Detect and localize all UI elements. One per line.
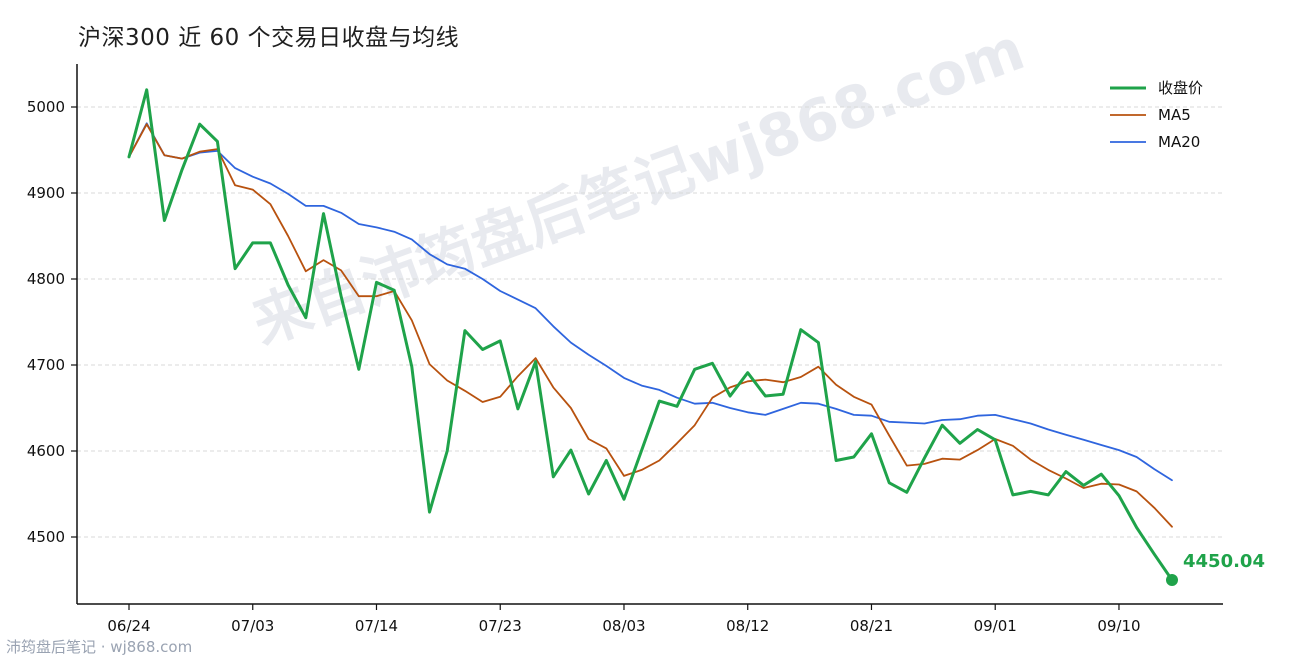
- x-tick-label: 07/03: [231, 617, 274, 635]
- x-tick-label: 07/23: [479, 617, 522, 635]
- legend-label: MA5: [1158, 106, 1191, 124]
- y-tick-label: 4600: [27, 442, 65, 460]
- legend-label: 收盘价: [1158, 79, 1203, 97]
- ma20-line: [128, 122, 1173, 482]
- last-close-marker: [1166, 573, 1178, 586]
- x-tick-label: 08/03: [602, 617, 645, 635]
- x-tick-label: 08/12: [726, 617, 769, 635]
- x-tick-label: 06/24: [107, 617, 150, 635]
- y-tick-label: 5000: [27, 98, 65, 116]
- x-tick-label: 09/01: [974, 617, 1017, 635]
- legend-label: MA20: [1158, 133, 1200, 151]
- chart-title: 沪深300 近 60 个交易日收盘与均线: [78, 25, 460, 51]
- footer-source: 沛筠盘后笔记 · wj868.com: [6, 638, 193, 656]
- x-tick-label: 07/14: [355, 617, 398, 635]
- x-tick-label: 09/10: [1097, 617, 1140, 635]
- ma5-line: [128, 123, 1173, 528]
- y-tick-label: 4800: [27, 270, 65, 288]
- x-tick-label: 08/21: [850, 617, 893, 635]
- y-tick-label: 4900: [27, 184, 65, 202]
- y-tick-label: 4700: [27, 356, 65, 374]
- y-tick-label: 4500: [27, 528, 65, 546]
- last-close-label: 4450.04: [1183, 551, 1265, 572]
- close-price-line: [127, 88, 1174, 582]
